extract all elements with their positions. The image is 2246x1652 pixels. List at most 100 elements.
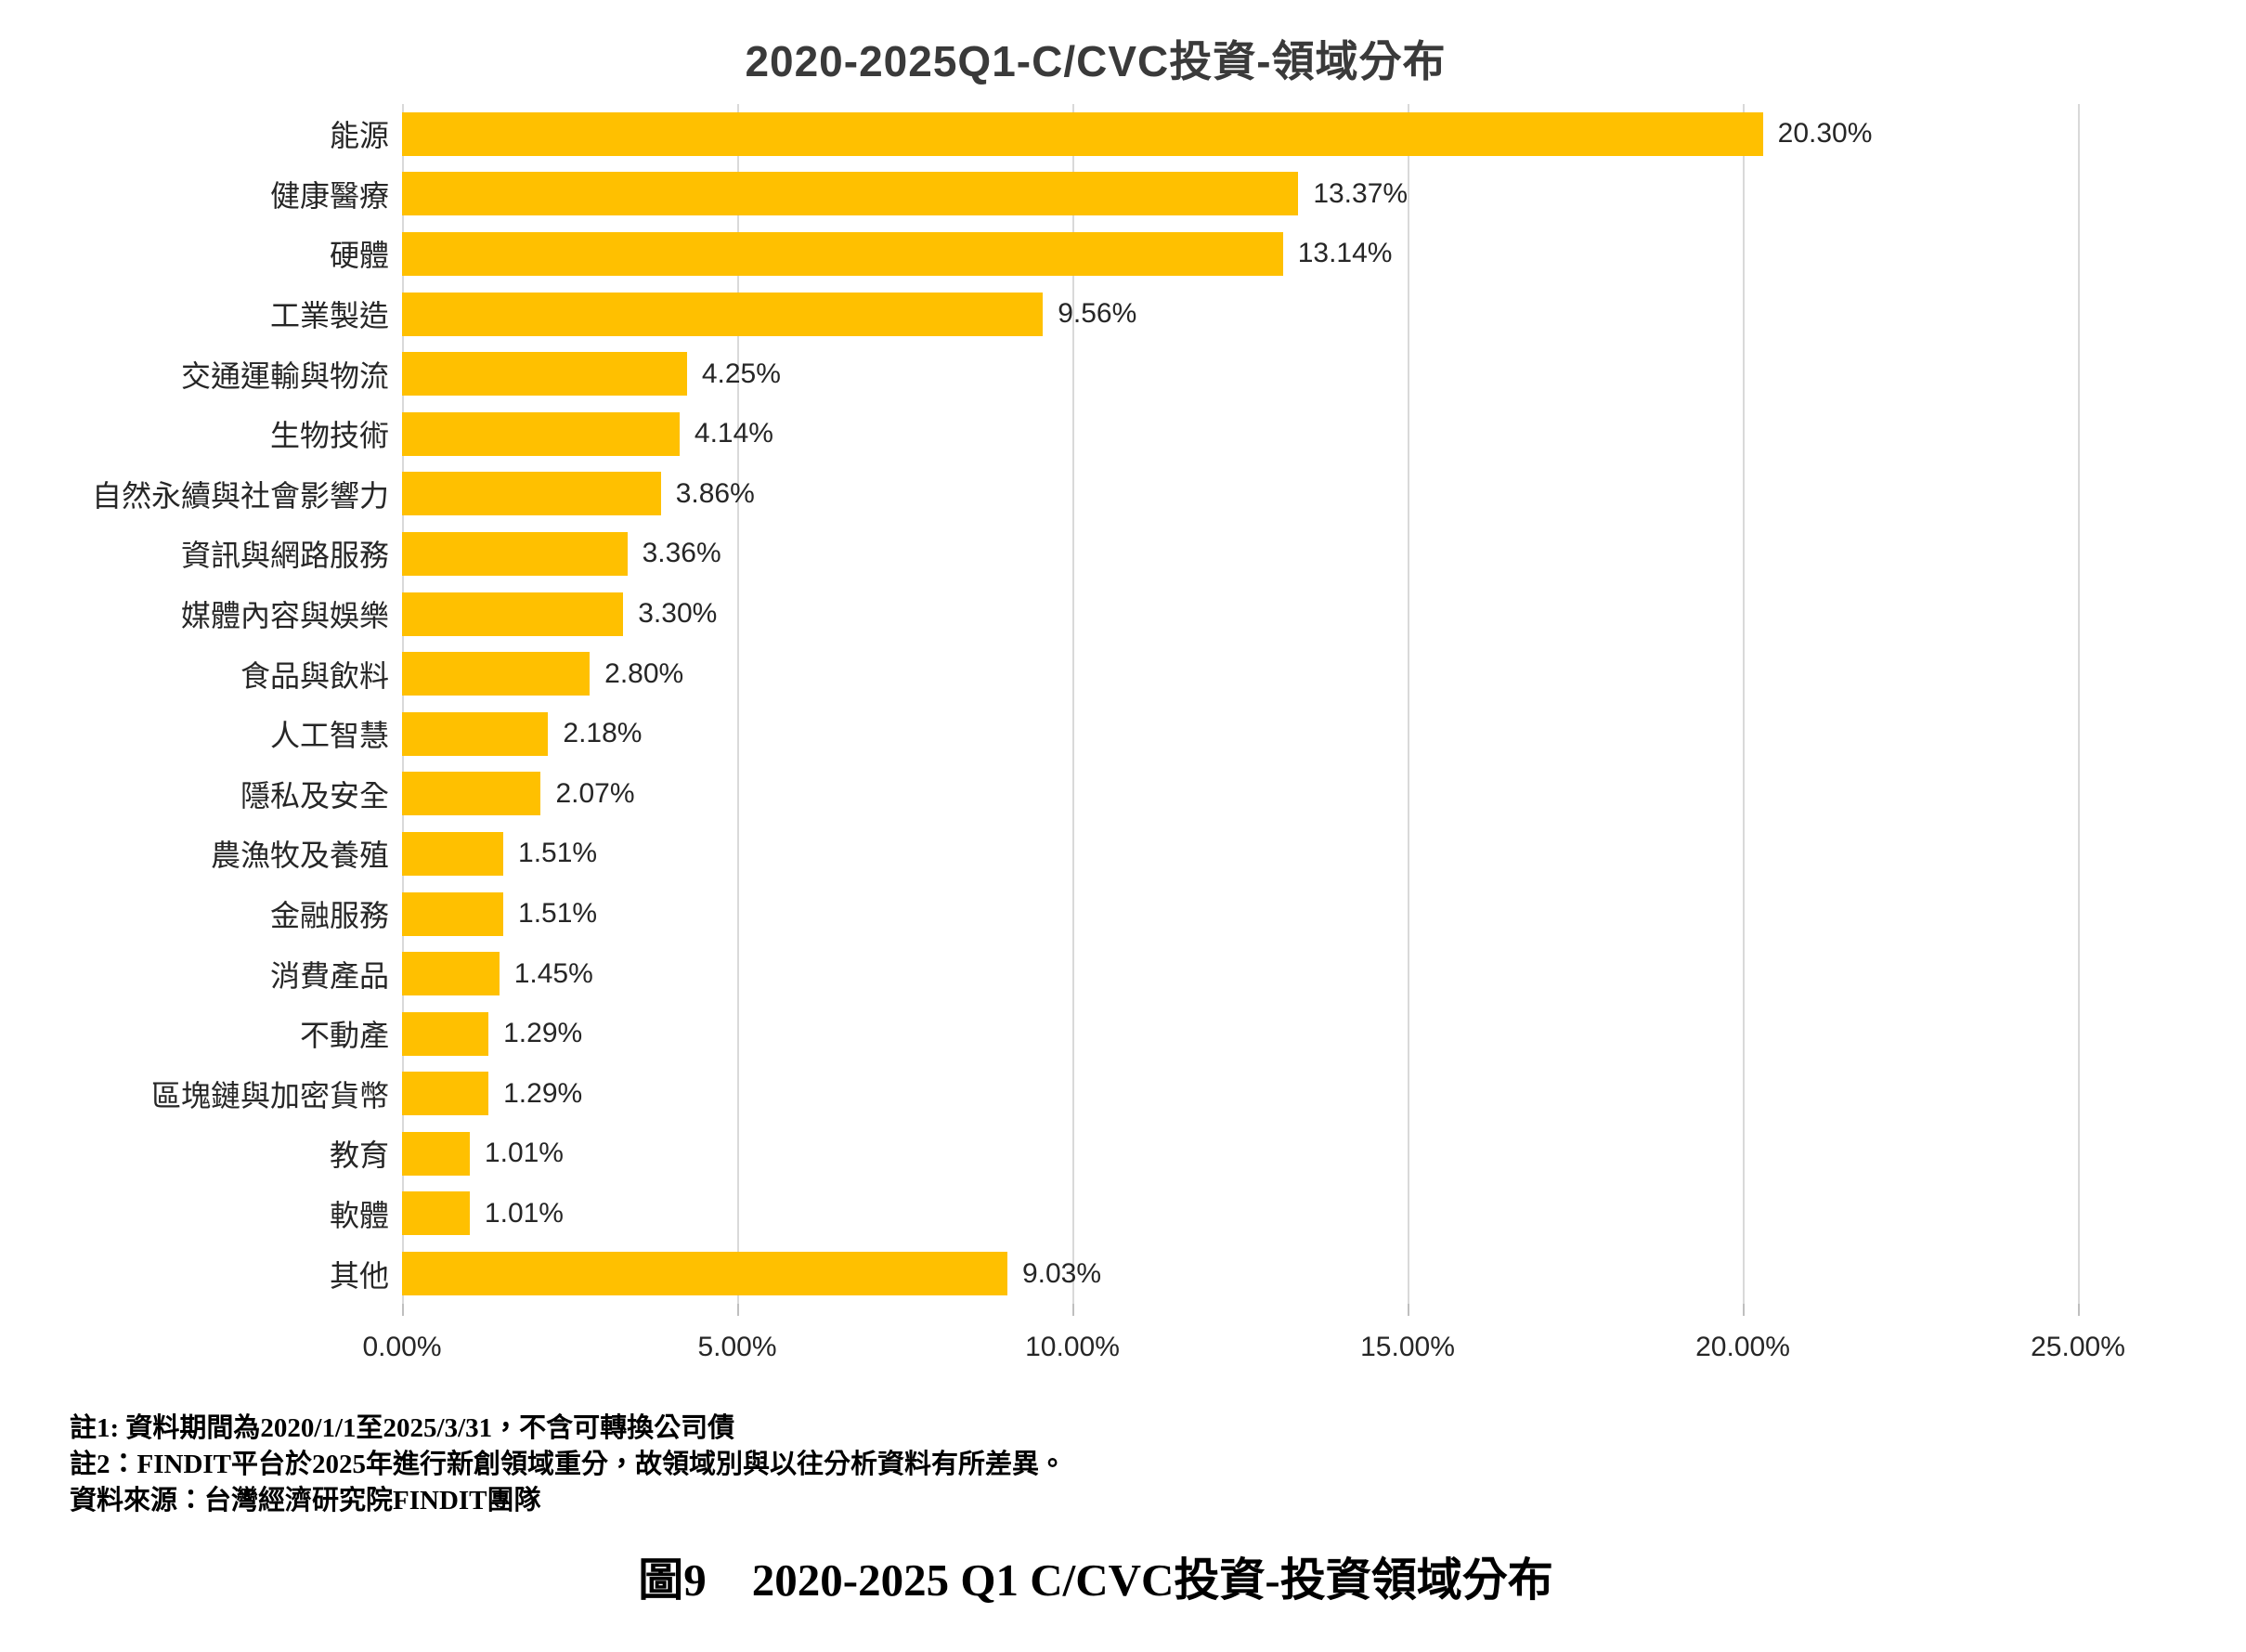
axis-tick xyxy=(737,1304,739,1316)
bar xyxy=(402,292,1044,336)
category-label: 資訊與網路服務 xyxy=(180,539,389,573)
category-label: 交通運輸與物流 xyxy=(180,358,389,393)
bar-track: 4.25% xyxy=(402,344,2078,404)
bar-row: 硬體 13.14% xyxy=(19,224,2078,284)
bar xyxy=(402,772,541,816)
value-label: 1.51% xyxy=(518,838,598,869)
bar-row: 資訊與網路服務 3.36% xyxy=(19,524,2078,584)
category-label: 區塊鏈與加密貨幣 xyxy=(150,1078,389,1112)
bar-track: 1.45% xyxy=(402,943,2078,1004)
figure-caption: 圖9 2020-2025 Q1 C/CVC投資-投資領域分布 xyxy=(638,1554,1553,1606)
bar-row: 其他 9.03% xyxy=(19,1243,2078,1304)
bar xyxy=(402,1072,489,1116)
category-label: 生物技術 xyxy=(269,419,389,453)
category-label: 農漁牧及養殖 xyxy=(210,839,389,873)
footnotes: 註1: 資料期間為2020/1/1至2025/3/31，不含可轉換公司債 註2：… xyxy=(70,1411,1066,1519)
bar xyxy=(402,652,591,696)
value-label: 13.14% xyxy=(1297,238,1393,269)
bar xyxy=(402,891,504,936)
bar xyxy=(402,231,1283,276)
x-axis-label: 5.00% xyxy=(697,1332,777,1362)
bar-track: 1.01% xyxy=(402,1124,2078,1184)
axis-tick xyxy=(1743,1304,1745,1316)
footnote-3: 資料來源：台灣經濟研究院FINDIT團隊 xyxy=(70,1486,541,1515)
footnote-2: 註2：FINDIT平台於2025年進行新創領域重分，故領域別與以往分析資料有所差… xyxy=(70,1450,1067,1479)
x-axis-label: 20.00% xyxy=(1695,1332,1790,1362)
bar-row: 生物技術 4.14% xyxy=(19,404,2078,464)
category-label: 自然永續與社會影響力 xyxy=(91,478,389,513)
value-label: 2.80% xyxy=(604,657,684,689)
value-label: 9.56% xyxy=(1058,298,1137,330)
bar-track: 2.80% xyxy=(402,644,2078,704)
value-label: 3.30% xyxy=(638,598,718,630)
value-label: 13.37% xyxy=(1313,177,1409,209)
bar xyxy=(402,1191,470,1236)
bar-row: 軟體 1.01% xyxy=(19,1184,2078,1244)
bar-row: 自然永續與社會影響力 3.86% xyxy=(19,464,2078,525)
bar xyxy=(402,1011,489,1056)
axis-tick xyxy=(1408,1304,1409,1316)
category-label: 軟體 xyxy=(329,1198,389,1232)
bar-row: 健康醫療 13.37% xyxy=(19,164,2078,225)
category-label: 消費產品 xyxy=(269,958,389,993)
value-label: 2.18% xyxy=(563,718,643,749)
bar-row: 消費產品 1.45% xyxy=(19,943,2078,1004)
category-label: 人工智慧 xyxy=(269,719,389,753)
axis-tick xyxy=(2078,1304,2080,1316)
bar-row: 人工智慧 2.18% xyxy=(19,704,2078,764)
category-label: 健康醫療 xyxy=(269,178,389,213)
value-label: 4.14% xyxy=(694,418,773,449)
gridline xyxy=(1072,104,1074,1304)
bar xyxy=(402,411,680,456)
rows-layer: 能源 20.30% 健康醫療 13.37% 硬體 13.14% 工業製造 9.56% 交通運輸與… xyxy=(19,104,2078,1304)
x-axis-label: 15.00% xyxy=(1360,1332,1455,1362)
bar xyxy=(402,592,624,636)
x-axis-label: 10.00% xyxy=(1025,1332,1120,1362)
category-label: 工業製造 xyxy=(269,299,389,333)
bar-track: 1.51% xyxy=(402,884,2078,944)
bar-row: 工業製造 9.56% xyxy=(19,284,2078,345)
bar-track: 3.86% xyxy=(402,464,2078,525)
gridline xyxy=(402,104,404,1304)
bar-row: 區塊鏈與加密貨幣 1.29% xyxy=(19,1064,2078,1125)
bar-track: 2.18% xyxy=(402,704,2078,764)
bar-track: 3.30% xyxy=(402,584,2078,644)
bar-track: 1.01% xyxy=(402,1184,2078,1244)
category-label: 隱私及安全 xyxy=(240,778,389,813)
category-label: 金融服務 xyxy=(269,899,389,933)
bar xyxy=(402,831,504,876)
bar xyxy=(402,172,1299,216)
category-label: 食品與飲料 xyxy=(240,658,389,693)
bar-row: 金融服務 1.51% xyxy=(19,884,2078,944)
bar-track: 1.29% xyxy=(402,1064,2078,1125)
bar-row: 交通運輸與物流 4.25% xyxy=(19,344,2078,404)
category-label: 其他 xyxy=(329,1258,389,1293)
value-label: 1.29% xyxy=(503,1077,583,1109)
bar-row: 能源 20.30% xyxy=(19,104,2078,164)
grid-layer: 0.00% 5.00% 10.00% 15.00% 20.00% 25.00% xyxy=(362,104,2125,1362)
bar-track: 20.30% xyxy=(402,104,2078,164)
gridline xyxy=(2078,104,2080,1304)
value-label: 1.01% xyxy=(484,1138,564,1169)
bar-row: 食品與飲料 2.80% xyxy=(19,644,2078,704)
bar xyxy=(402,352,687,397)
bar-track: 1.51% xyxy=(402,824,2078,884)
axis-tick xyxy=(1072,1304,1074,1316)
bar-chart: 0.00% 5.00% 10.00% 15.00% 20.00% 25.00% 能源 20.… xyxy=(19,104,2125,1362)
gridline xyxy=(1743,104,1745,1304)
value-label: 3.36% xyxy=(642,538,721,569)
bar xyxy=(402,1131,470,1176)
bar xyxy=(402,1252,1007,1296)
category-label: 教育 xyxy=(329,1138,389,1173)
bar-track: 13.37% xyxy=(402,164,2078,225)
chart-title: 2020-2025Q1-C/CVC投資-領域分布 xyxy=(745,37,1447,85)
bar-track: 9.03% xyxy=(402,1243,2078,1304)
bar-track: 4.14% xyxy=(402,404,2078,464)
bar-row: 隱私及安全 2.07% xyxy=(19,764,2078,825)
bar-track: 2.07% xyxy=(402,764,2078,825)
x-axis-label: 25.00% xyxy=(2031,1332,2125,1362)
x-axis-label: 0.00% xyxy=(362,1332,442,1362)
bar-row: 教育 1.01% xyxy=(19,1124,2078,1184)
bar-row: 媒體內容與娛樂 3.30% xyxy=(19,584,2078,644)
value-label: 9.03% xyxy=(1021,1257,1102,1289)
